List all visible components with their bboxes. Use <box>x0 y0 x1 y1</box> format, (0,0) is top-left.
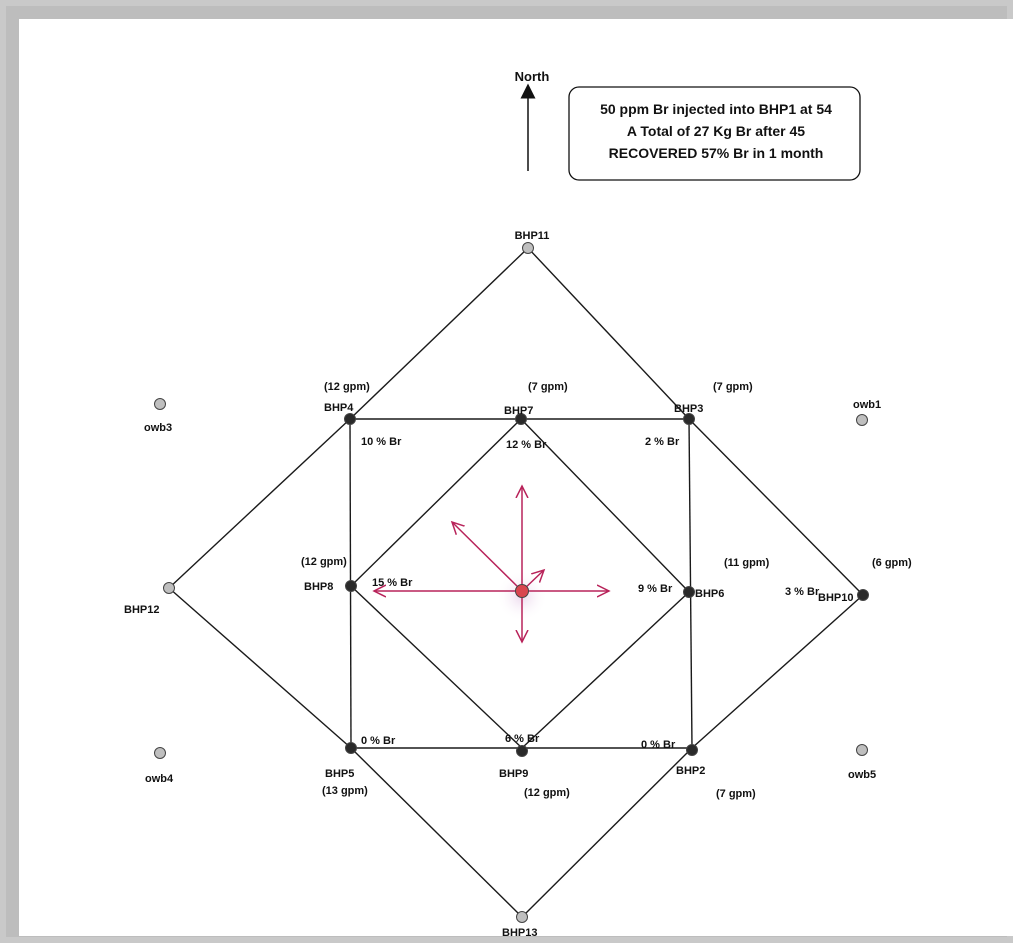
recovery-bhp10: 3 % Br <box>785 586 820 598</box>
label-owb1: owb1 <box>853 399 881 411</box>
well-bhp8 <box>346 581 357 592</box>
info-box: 50 ppm Br injected into BHP1 at 54 A Tot… <box>569 87 860 180</box>
flow-bhp6: (11 gpm) <box>724 557 770 569</box>
flow-arrows <box>374 486 609 642</box>
label-bhp9: BHP9 <box>499 768 528 780</box>
label-owb4: owb4 <box>145 773 174 785</box>
flow-bhp8: (12 gpm) <box>301 556 347 568</box>
recovery-bhp4: 10 % Br <box>361 436 402 448</box>
flow-bhp3: (7 gpm) <box>713 381 753 393</box>
well-bhp5 <box>346 743 357 754</box>
label-owb5: owb5 <box>848 769 876 781</box>
recovery-bhp8: 15 % Br <box>372 577 413 589</box>
label-bhp11: BHP11 <box>515 230 550 242</box>
well-owb4 <box>155 748 166 759</box>
outer-frame: North 50 ppm Br injected into BHP1 at 54… <box>6 6 1007 937</box>
info-line-3: RECOVERED 57% Br in 1 month <box>609 145 824 161</box>
recovery-bhp2: 0 % Br <box>641 739 676 751</box>
well-owb1 <box>857 415 868 426</box>
flow-bhp5: (13 gpm) <box>322 785 368 797</box>
label-bhp13: BHP13 <box>502 927 537 936</box>
recovery-labels: 10 % Br 12 % Br 2 % Br 15 % Br 9 % Br 3 … <box>361 436 820 751</box>
well-bhp6 <box>684 587 695 598</box>
flow-bhp7: (7 gpm) <box>528 381 568 393</box>
flow-bhp9: (12 gpm) <box>524 787 570 799</box>
label-bhp2: BHP2 <box>676 765 705 777</box>
well-network-diagram: North 50 ppm Br injected into BHP1 at 54… <box>19 19 1013 936</box>
label-bhp5: BHP5 <box>325 768 354 780</box>
well-bhp4 <box>345 414 356 425</box>
well-bhp13 <box>517 912 528 923</box>
well-owb5 <box>857 745 868 756</box>
info-line-2: A Total of 27 Kg Br after 45 <box>627 123 805 139</box>
well-bhp3 <box>684 414 695 425</box>
label-bhp7: BHP7 <box>504 405 533 417</box>
well-bhp1-injection <box>516 585 529 598</box>
north-label: North <box>515 69 550 84</box>
label-bhp12: BHP12 <box>124 604 159 616</box>
label-owb3: owb3 <box>144 422 172 434</box>
recovery-bhp6: 9 % Br <box>638 583 673 595</box>
diagram-canvas: North 50 ppm Br injected into BHP1 at 54… <box>19 19 1013 936</box>
well-bhp9 <box>517 746 528 757</box>
flow-bhp4: (12 gpm) <box>324 381 370 393</box>
label-bhp10: BHP10 <box>818 592 853 604</box>
recovery-bhp5: 0 % Br <box>361 735 396 747</box>
well-bhp12 <box>164 583 175 594</box>
recovery-bhp3: 2 % Br <box>645 436 680 448</box>
well-bhp11 <box>523 243 534 254</box>
flow-bhp2: (7 gpm) <box>716 788 756 800</box>
well-bhp10 <box>858 590 869 601</box>
recovery-bhp7: 12 % Br <box>506 439 547 451</box>
well-bhp2 <box>687 745 698 756</box>
info-line-1: 50 ppm Br injected into BHP1 at 54 <box>600 101 832 117</box>
label-bhp3: BHP3 <box>674 403 703 415</box>
label-bhp4: BHP4 <box>324 402 354 414</box>
north-arrow: North <box>515 69 550 171</box>
label-bhp6: BHP6 <box>695 588 724 600</box>
recovery-bhp9: 6 % Br <box>505 733 540 745</box>
label-bhp8: BHP8 <box>304 581 333 593</box>
flow-bhp10: (6 gpm) <box>872 557 912 569</box>
well-owb3 <box>155 399 166 410</box>
